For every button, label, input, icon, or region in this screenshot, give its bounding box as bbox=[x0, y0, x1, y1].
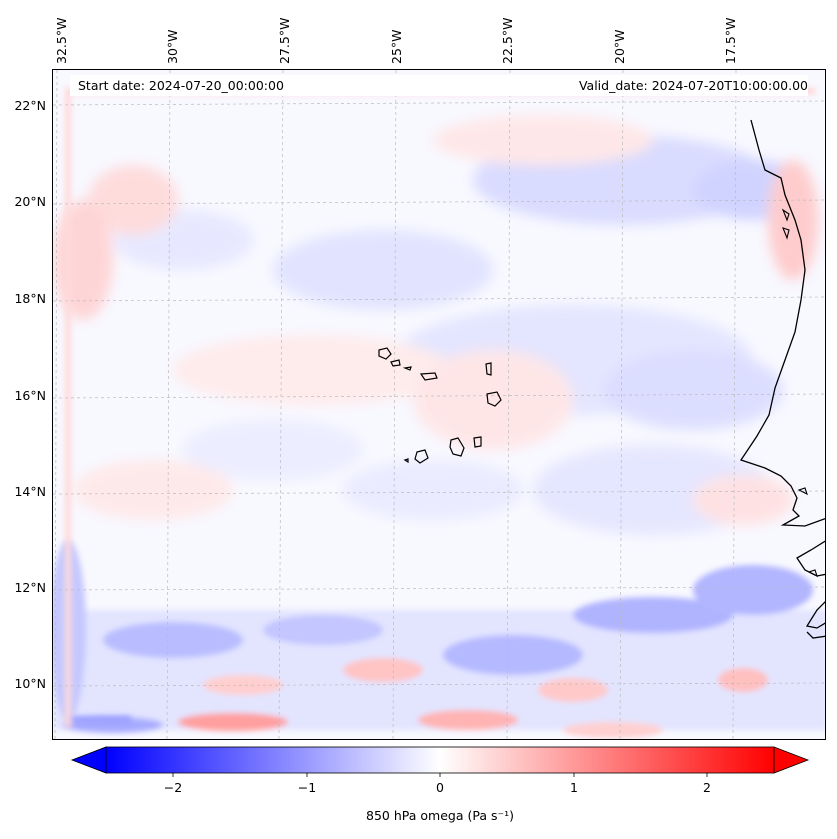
cape-verde-islands bbox=[378, 347, 502, 464]
header-strip bbox=[70, 75, 808, 96]
valid-date-label: Valid_date: 2024-07-20T10:00:00.00 bbox=[578, 78, 808, 93]
lat-label-16: 16°N bbox=[14, 388, 46, 403]
lon-label-17-5: 17.5°W bbox=[723, 17, 738, 64]
lat-label-22: 22°N bbox=[14, 98, 46, 113]
lon-label-27-5: 27.5°W bbox=[277, 17, 292, 64]
start-date-label: Start date: 2024-07-20_00:00:00 bbox=[78, 78, 284, 93]
lon-label-30: 30°W bbox=[165, 29, 180, 64]
lon-label-25: 25°W bbox=[389, 29, 404, 64]
colorbar-tick-neg2: −2 bbox=[163, 780, 183, 795]
omega-field bbox=[53, 70, 825, 739]
lon-label-20: 20°W bbox=[612, 29, 627, 64]
colorbar-max-extend bbox=[773, 746, 810, 774]
colorbar-gradient bbox=[105, 746, 775, 774]
lat-label-14: 14°N bbox=[14, 484, 46, 499]
gridlines bbox=[53, 70, 825, 739]
lon-label-22-5: 22.5°W bbox=[500, 17, 515, 64]
southern-band bbox=[53, 540, 825, 738]
lat-label-18: 18°N bbox=[14, 291, 46, 306]
lat-label-20: 20°N bbox=[14, 194, 46, 209]
colorbar-tick-marks bbox=[172, 773, 708, 777]
colorbar-tick-0: 0 bbox=[436, 780, 444, 795]
coastline bbox=[739, 119, 825, 639]
colorbar-min-extend bbox=[70, 746, 107, 774]
colorbar-tick-neg1: −1 bbox=[297, 780, 317, 795]
colorbar-tick-2: 2 bbox=[703, 780, 711, 795]
map-panel bbox=[52, 69, 826, 740]
lon-label-32-5: 32.5°W bbox=[54, 17, 69, 64]
coastline-islands bbox=[781, 208, 818, 578]
lat-label-10: 10°N bbox=[14, 676, 46, 691]
colorbar-label: 850 hPa omega (Pa s⁻¹) bbox=[366, 808, 514, 823]
lat-label-12: 12°N bbox=[14, 580, 46, 595]
omega-patches bbox=[53, 115, 818, 535]
colorbar-tick-1: 1 bbox=[570, 780, 578, 795]
